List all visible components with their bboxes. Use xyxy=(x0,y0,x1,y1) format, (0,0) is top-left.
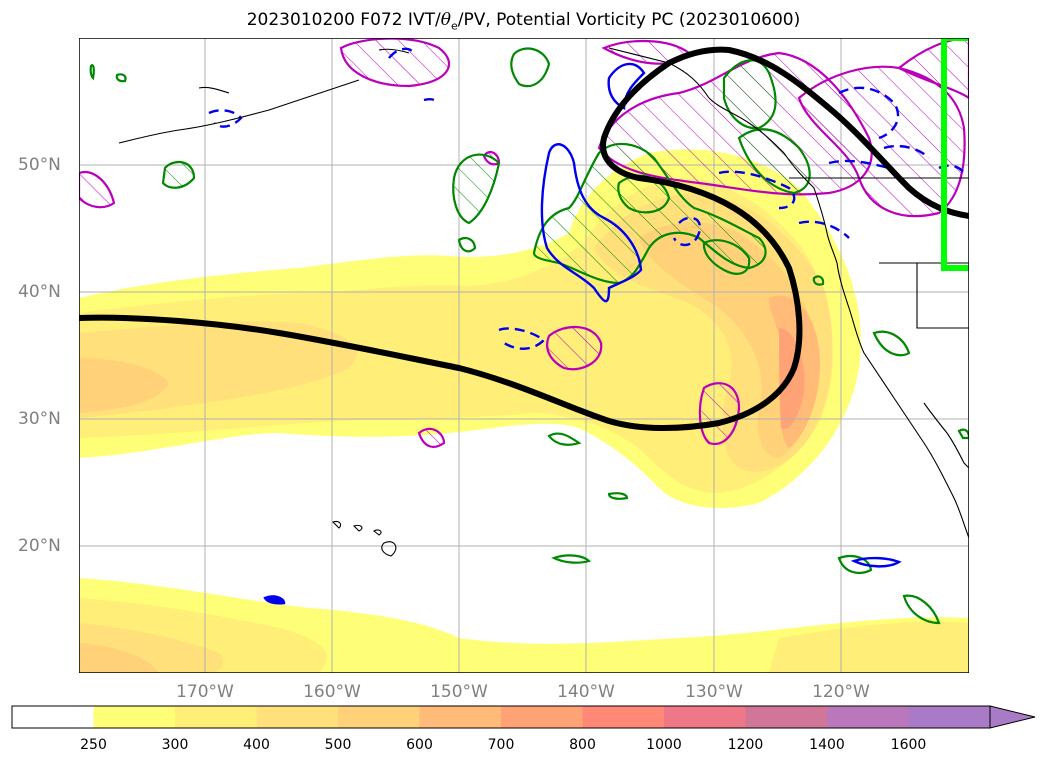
colorbar-tick-label: 500 xyxy=(324,737,352,753)
colorbar-cell xyxy=(745,706,827,728)
lon-label-160w: 160°W xyxy=(303,682,361,702)
blue-contours xyxy=(208,47,965,605)
highlight-box xyxy=(941,38,969,271)
lon-label-170w: 170°W xyxy=(176,682,234,702)
colorbar-tick-label: 250 xyxy=(80,737,107,753)
lon-label-150w: 150°W xyxy=(430,682,488,702)
colorbar-cell xyxy=(338,706,420,728)
colorbar-cell xyxy=(664,706,746,728)
lon-label-130w: 130°W xyxy=(685,682,743,702)
colorbar-cell xyxy=(12,706,94,728)
colorbar-tick-label: 800 xyxy=(569,737,596,753)
colorbar-cell xyxy=(93,706,175,728)
colorbar-tick-label: 600 xyxy=(406,737,433,753)
colorbar-tick-label: 1200 xyxy=(727,737,764,753)
theta-e-contours xyxy=(89,47,969,625)
colorbar-cell xyxy=(827,706,909,728)
lat-label-20n: 20°N xyxy=(18,536,61,556)
colorbar-extend-arrow xyxy=(989,705,1036,729)
colorbar-tick-label: 1000 xyxy=(646,737,682,753)
lon-label-120w: 120°W xyxy=(812,682,870,702)
map-title: 2023010200 F072 IVT/θe/PV, Potential Vor… xyxy=(246,10,801,33)
colorbar-cell xyxy=(908,706,990,728)
lon-label-140w: 140°W xyxy=(557,682,615,702)
colorbar-tick-label: 1400 xyxy=(809,737,845,753)
colorbar-tick-label: 400 xyxy=(243,737,270,753)
colorbar-cell xyxy=(419,706,501,728)
colorbar-tick-label: 1600 xyxy=(890,737,927,753)
colorbar-cell xyxy=(582,706,664,728)
lat-label-40n: 40°N xyxy=(18,282,61,302)
colorbar-cell xyxy=(501,706,583,728)
colorbar-tick-label: 700 xyxy=(487,737,515,753)
lat-label-50n: 50°N xyxy=(18,155,61,175)
colorbar-tick-label: 300 xyxy=(161,737,189,753)
colorbar-cell xyxy=(256,706,338,728)
coastlines xyxy=(118,47,969,557)
map-panel xyxy=(79,38,969,673)
colorbar-cell xyxy=(175,706,257,728)
pv-pc-contour xyxy=(79,46,969,432)
colorbar xyxy=(11,705,1036,729)
lat-label-30n: 30°N xyxy=(18,409,61,429)
